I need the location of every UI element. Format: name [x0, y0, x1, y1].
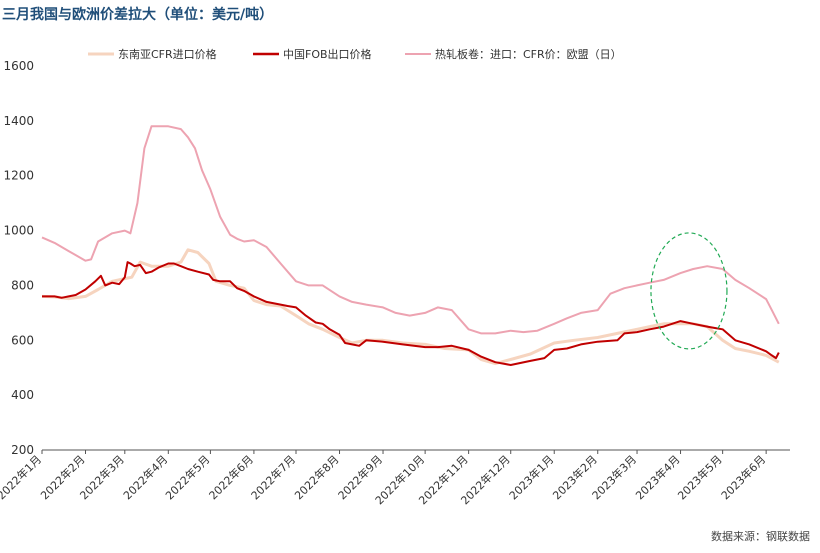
chart-title: 三月我国与欧洲价差拉大（单位：美元/吨）: [2, 7, 274, 23]
x-tick-label: 2023年6月: [718, 452, 768, 502]
y-tick-label: 800: [11, 278, 34, 292]
y-tick-label: 200: [11, 443, 34, 457]
x-tick-label: 2023年1月: [506, 452, 556, 502]
y-tick-label: 1600: [3, 59, 34, 73]
legend-label: 东南亚CFR进口价格: [118, 47, 217, 61]
x-tick-label: 2023年4月: [632, 452, 682, 502]
highlight-ellipse: [650, 232, 728, 350]
legend-label: 热轧板卷：进口：CFR价：欧盟（日）: [435, 47, 622, 61]
annotation-layer: [650, 232, 728, 350]
y-tick-label: 1000: [3, 224, 34, 238]
x-tick-label: 2022年4月: [120, 452, 170, 502]
series-layer: [41, 125, 780, 366]
x-axis: 2022年1月2022年2月2022年3月2022年4月2022年5月2022年…: [0, 449, 790, 507]
series-china-fob: [42, 261, 780, 366]
y-tick-label: 400: [11, 388, 34, 402]
x-tick-label: 2022年6月: [206, 452, 256, 502]
y-tick-label: 1400: [3, 114, 34, 128]
x-tick-label: 2022年5月: [162, 452, 212, 502]
legend-label: 中国FOB出口价格: [283, 47, 372, 61]
x-tick-label: 2022年8月: [291, 452, 341, 502]
legend: 东南亚CFR进口价格 中国FOB出口价格 热轧板卷：进口：CFR价：欧盟（日）: [88, 47, 622, 61]
series-sea-cfr: [41, 248, 780, 366]
y-tick-label: 1200: [3, 169, 34, 183]
x-tick-label: 2022年1月: [0, 452, 44, 502]
y-axis: 200 400 600 800 1000 1200 1400 1600: [3, 59, 34, 457]
series-eu-cfr: [41, 125, 780, 335]
x-tick-label: 2022年7月: [248, 452, 298, 502]
y-tick-label: 600: [11, 333, 34, 347]
source-note: 数据来源：钢联数据: [711, 530, 810, 543]
x-tick-label: 2023年5月: [675, 452, 725, 502]
